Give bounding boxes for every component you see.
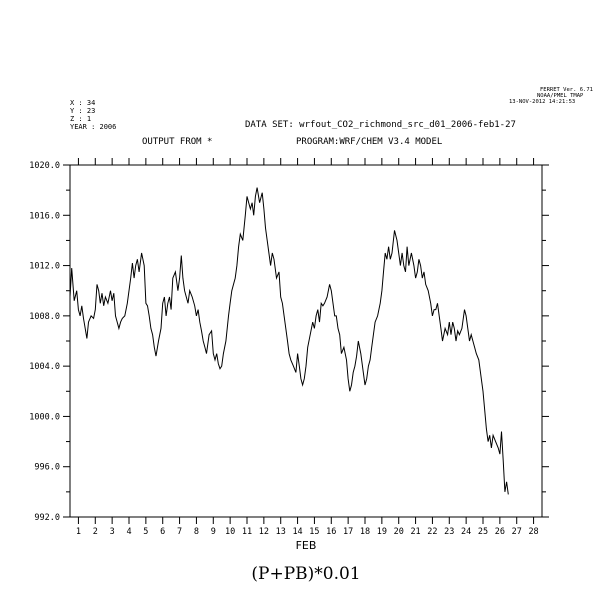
y-tick-label: 1008.0 [29,312,60,322]
x-tick-label: 2 [93,527,98,537]
x-tick-label: 8 [194,527,199,537]
location-x-label: X : 34 [70,99,96,107]
x-tick-label: 14 [292,527,302,537]
chart-variable-title: (P+PB)*0.01 [251,564,360,584]
x-tick-label: 24 [461,527,471,537]
location-y-label: Y : 23 [70,107,96,115]
y-tick-label: 1000.0 [29,412,60,422]
x-axis: 1 2 3 4 5 6 7 8 9 10 11 12 13 14 15 16 17 18 19 20 21 22 23 24 2… [76,158,539,537]
x-tick-label: 1 [76,527,81,537]
x-tick-label: 21 [410,527,420,537]
x-tick-label: 18 [360,527,370,537]
y-tick-label: 1012.0 [29,262,60,272]
y-tick-label: 1016.0 [29,211,60,221]
y-tick-label: 996.0 [34,463,60,473]
x-tick-label: 22 [427,527,437,537]
x-axis-label: FEB [296,539,317,552]
x-tick-label: 3 [110,527,115,537]
location-z-label: Z : 1 [70,115,92,123]
x-tick-label: 10 [225,527,235,537]
x-tick-label: 12 [259,527,269,537]
x-tick-label: 27 [512,527,522,537]
x-tick-label: 17 [343,527,353,537]
y-tick-label: 1004.0 [29,362,60,372]
y-axis: 992.0 996.0 1000.0 1004.0 1008.0 1012.0 1016.0… [29,161,549,523]
pressure-series-line [69,187,509,495]
x-tick-label: 5 [143,527,148,537]
x-tick-label: 6 [160,527,165,537]
y-tick-label: 1020.0 [29,161,60,171]
x-tick-label: 13 [276,527,286,537]
x-tick-label: 7 [177,527,182,537]
ferret-version-label: FERRET Ver. 6.71 [540,87,593,93]
y-tick-label: 992.0 [34,513,60,523]
ferret-date-label: 13-NOV-2012 14:21:53 [509,99,576,105]
dataset-label: DATA SET: wrfout_CO2_richmond_src_d01_20… [245,120,516,130]
x-tick-label: 16 [326,527,336,537]
x-tick-label: 28 [528,527,538,537]
plot-frame [69,164,543,518]
x-tick-label: 4 [126,527,131,537]
location-year-label: YEAR : 2006 [70,123,117,131]
x-tick-label: 9 [211,527,216,537]
x-tick-label: 20 [394,527,404,537]
program-label: PROGRAM:WRF/CHEM V3.4 MODEL [296,137,443,147]
x-tick-label: 26 [495,527,505,537]
x-tick-label: 11 [242,527,252,537]
output-from-label: OUTPUT FROM * [142,137,213,147]
x-tick-label: 25 [478,527,488,537]
x-tick-label: 19 [377,527,387,537]
x-tick-label: 23 [444,527,454,537]
x-tick-label: 15 [309,527,319,537]
ferret-org-label: NOAA/PMEL TMAP [537,93,584,99]
